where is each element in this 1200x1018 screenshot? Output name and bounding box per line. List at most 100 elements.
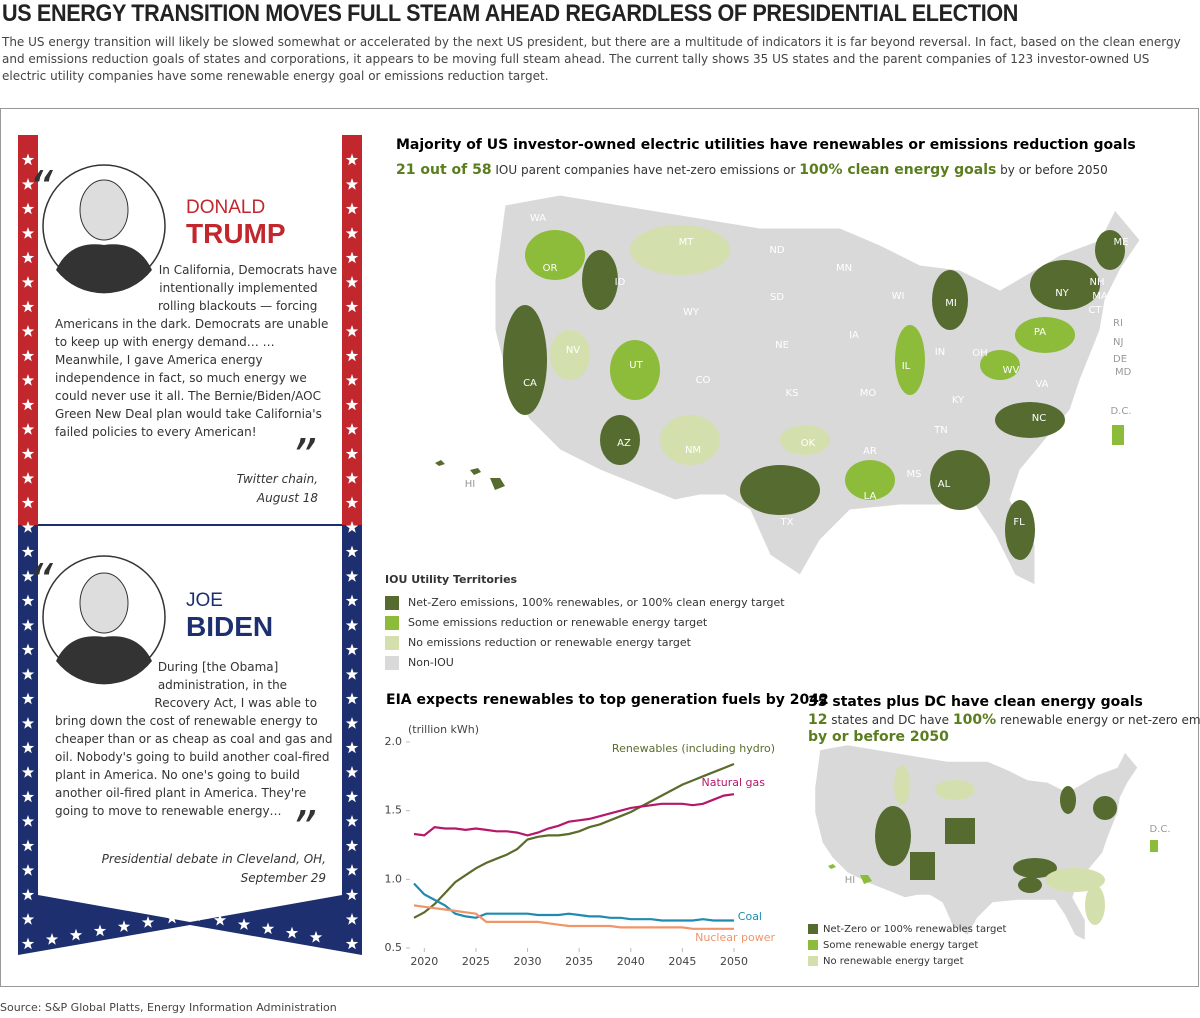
territory [740, 465, 820, 515]
star [345, 741, 359, 754]
state [1085, 885, 1105, 925]
territory [932, 270, 968, 330]
star [345, 325, 359, 337]
source-line: August 18 [256, 491, 318, 505]
face [79, 572, 129, 634]
star [345, 349, 359, 362]
goals-map-subtitle: by or before 2050 [808, 729, 949, 745]
series-line [413, 793, 735, 837]
state-label: MA [1092, 291, 1108, 302]
hawaii [828, 864, 872, 884]
subtitle-part: 100% [953, 712, 996, 728]
territory [1005, 500, 1035, 560]
star [309, 930, 323, 943]
series-label: Coal [738, 910, 762, 923]
territory [980, 350, 1020, 380]
spacer [55, 658, 173, 696]
star [345, 692, 359, 705]
x-tick-label: 2040 [617, 955, 645, 968]
star [21, 472, 35, 484]
biden-quote: During [the Obama] administration, in th… [55, 660, 333, 818]
state-label: NE [775, 340, 789, 351]
state-label: OK [801, 438, 816, 449]
state-label: D.C. [1110, 406, 1131, 417]
state-label: NY [1055, 288, 1069, 299]
star [21, 839, 35, 852]
star [345, 790, 359, 803]
state [1093, 796, 1117, 820]
legend-label: No emissions reduction or renewable ener… [408, 636, 692, 649]
territory [930, 450, 990, 510]
iou-map [435, 194, 1141, 586]
first-name: JOE [186, 590, 223, 611]
state-label: OH [972, 348, 987, 359]
star [345, 398, 359, 411]
panel-border [0, 108, 1199, 987]
trump-name: DONALD TRUMP [186, 197, 286, 249]
state-label: WY [683, 307, 700, 318]
legend-swatch [808, 924, 818, 934]
star [21, 937, 35, 950]
blue-banner [18, 525, 362, 955]
star [21, 374, 35, 386]
star [345, 643, 359, 656]
star [45, 933, 59, 945]
source-line: Presidential debate in Cleveland, OH, [101, 852, 326, 866]
ribbon [18, 135, 362, 955]
state-label: NC [1032, 413, 1046, 424]
trump-quote-box: In California, Democrats have intentiona… [55, 261, 340, 441]
star [93, 924, 107, 937]
state-label: MS [907, 469, 922, 480]
state-label: IA [849, 330, 859, 341]
state-label: MN [836, 263, 852, 274]
state [894, 765, 910, 805]
legend-swatch [808, 940, 818, 950]
territory [600, 415, 640, 465]
star [345, 888, 359, 901]
state-label: IL [902, 361, 911, 372]
territory [610, 340, 660, 400]
star [69, 928, 83, 941]
star [345, 447, 359, 460]
legend-label: Net-Zero or 100% renewables target [823, 924, 1007, 935]
quote-mark: “ [28, 161, 54, 217]
subtitle-part: 12 [808, 712, 827, 728]
territory [1030, 260, 1100, 310]
star [21, 741, 35, 754]
state-label: HI [465, 479, 475, 490]
star [21, 447, 35, 460]
star [21, 766, 35, 778]
star [345, 913, 359, 925]
legend-label: No renewable energy target [823, 956, 964, 967]
state [945, 818, 975, 844]
state [910, 852, 935, 880]
source-line: September 29 [240, 871, 326, 885]
goals-map [814, 744, 1158, 941]
state-label: AR [863, 446, 877, 457]
source: Source: S&P Global Platts, Energy Inform… [0, 1001, 337, 1014]
star [21, 398, 35, 411]
state-label: KY [952, 395, 965, 406]
star [345, 423, 359, 435]
star [345, 227, 359, 239]
state-label: FL [1013, 517, 1025, 528]
x-tick-label: 2025 [462, 955, 490, 968]
legend-swatch [808, 956, 818, 966]
territories [503, 225, 1125, 560]
x-tick-label: 2030 [514, 955, 542, 968]
subtitle-part: renewable energy or net-zero emissions g… [996, 713, 1200, 727]
star [285, 926, 299, 939]
territory [780, 425, 830, 455]
territory [1015, 317, 1075, 353]
star [21, 496, 35, 509]
star [345, 276, 359, 288]
state-label: NH [1090, 277, 1105, 288]
star [345, 839, 359, 852]
star [345, 766, 359, 778]
star [21, 692, 35, 705]
x-tick-label: 2035 [565, 955, 593, 968]
trump-source: Twitter chain, August 18 [120, 470, 318, 508]
quote-mark: ” [290, 801, 316, 857]
star [345, 153, 359, 166]
